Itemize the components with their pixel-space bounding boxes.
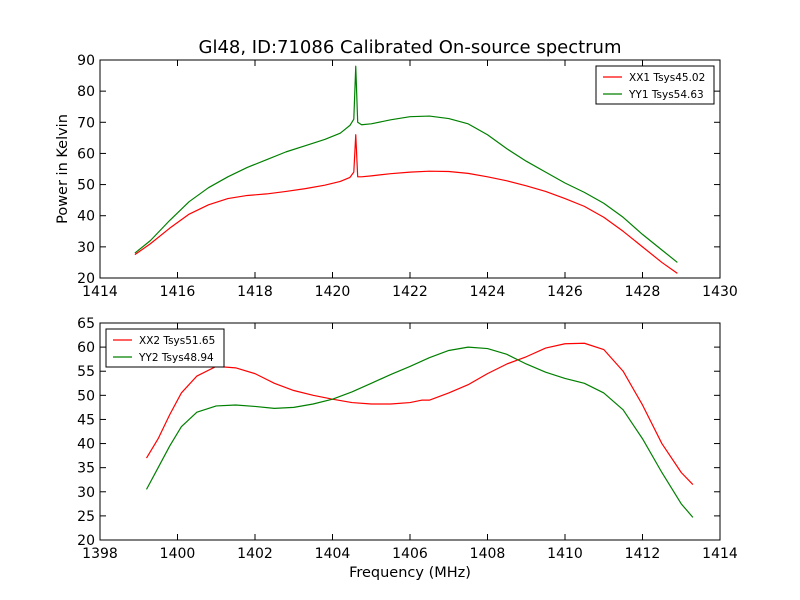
legend-label-2: YY1 Tsys54.63: [628, 89, 704, 101]
x-tick-label: 1430: [702, 284, 738, 300]
y-axis-label: Power in Kelvin: [55, 114, 71, 224]
y-tick-label: 50: [77, 178, 95, 194]
y-tick-label: 30: [77, 485, 95, 501]
legend: XX1 Tsys45.02 YY1 Tsys54.63: [595, 65, 715, 105]
y-tick-label: 90: [77, 53, 95, 69]
y-tick-label: 65: [77, 316, 95, 332]
x-tick-label: 1410: [547, 546, 583, 562]
y-tick-label: 55: [77, 364, 95, 380]
y-tick-label: 40: [77, 437, 95, 453]
y-tick-label: 20: [77, 271, 95, 287]
x-tick-label: 1402: [237, 546, 273, 562]
x-tick-label: 1406: [392, 546, 428, 562]
x-tick-label: 1414: [702, 546, 738, 562]
y-tick-label: 45: [77, 412, 95, 428]
x-tick-label: 1418: [237, 284, 273, 300]
legend-label-1: XX1 Tsys45.02: [629, 72, 705, 84]
y-tick-label: 50: [77, 388, 95, 404]
x-tick-label: 1414: [82, 284, 118, 300]
x-tick-label: 1420: [315, 284, 351, 300]
y-tick-label: 30: [77, 240, 95, 256]
x-tick-label: 1416: [160, 284, 196, 300]
x-tick-label: 1428: [625, 284, 661, 300]
x-tick-label: 1424: [470, 284, 506, 300]
y-tick-label: 25: [77, 509, 95, 525]
x-tick-label: 1426: [547, 284, 583, 300]
y-tick-label: 20: [77, 533, 95, 549]
series-line-2: [145, 346, 694, 518]
series-line-1: [134, 134, 678, 274]
x-tick-label: 1422: [392, 284, 428, 300]
x-axis-label: Frequency (MHz): [349, 565, 471, 581]
legend-label-1: XX2 Tsys51.65: [139, 335, 215, 347]
legend-box: [105, 328, 225, 368]
figure-title: Gl48, ID:71086 Calibrated On-source spec…: [199, 37, 622, 58]
y-tick-label: 40: [77, 209, 95, 225]
y-tick-label: 35: [77, 461, 95, 477]
x-tick-label: 1398: [82, 546, 118, 562]
legend-box: [595, 65, 715, 105]
legend-label-2: YY2 Tsys48.94: [138, 352, 214, 364]
x-tick-label: 1400: [160, 546, 196, 562]
y-tick-label: 80: [77, 84, 95, 100]
y-tick-label: 70: [77, 115, 95, 131]
bottom-spectrum-panel: 1398 1400 1402 1404 1406 1408 1410 1412 1414 20 25…: [77, 316, 738, 581]
y-tick-label: 60: [77, 146, 95, 162]
legend: XX2 Tsys51.65 YY2 Tsys48.94: [105, 328, 225, 368]
x-tick-label: 1404: [315, 546, 351, 562]
top-spectrum-panel: 1414 1416 1418 1420 1422 1424 1426 1428 1430 20 30…: [55, 53, 738, 300]
x-tick-label: 1412: [625, 546, 661, 562]
y-tick-label: 60: [77, 340, 95, 356]
series-line-2: [134, 65, 678, 263]
x-tick-label: 1408: [470, 546, 506, 562]
